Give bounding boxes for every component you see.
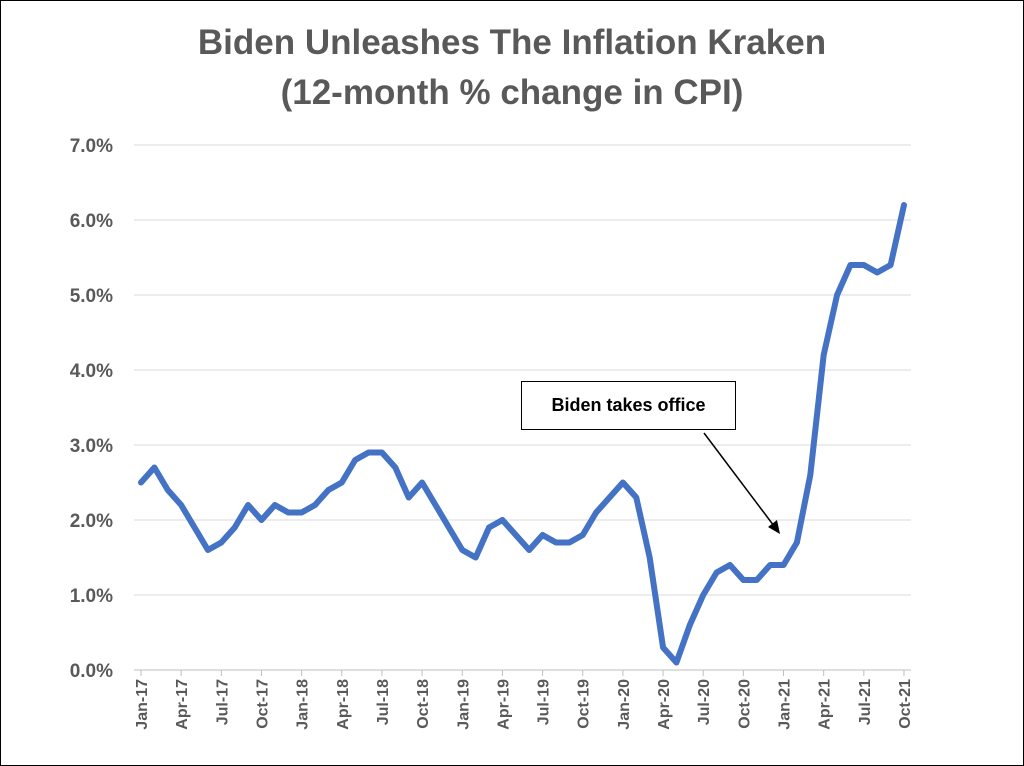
x-tick-label: Jan-21 (777, 679, 794, 730)
x-tick-label: Jul-18 (375, 679, 392, 725)
x-tick-label: Apr-19 (495, 679, 512, 730)
x-tick-label: Apr-17 (174, 679, 191, 730)
chart-title: Biden Unleashes The Inflation Kraken (197, 23, 827, 62)
x-tick-label: Oct-17 (254, 679, 271, 729)
annotation-arrow (703, 432, 775, 527)
x-tick-label: Oct-18 (415, 679, 432, 729)
y-tick-label: 3.0% (70, 436, 113, 457)
y-tick-label: 0.0% (70, 661, 113, 682)
x-tick-label: Apr-21 (817, 679, 834, 730)
x-tick-label: Jan-18 (295, 679, 312, 730)
y-tick-label: 4.0% (70, 361, 113, 382)
x-tick-label: Oct-19 (576, 679, 593, 729)
y-tick-label: 6.0% (70, 211, 113, 232)
x-tick-label: Jul-17 (214, 679, 231, 725)
x-tick-label: Jul-21 (857, 679, 874, 725)
chart-subtitle: (12-month % change in CPI) (280, 73, 744, 112)
x-tick-label: Jul-20 (696, 679, 713, 725)
y-tick-label: 1.0% (70, 586, 113, 607)
y-tick-label: 7.0% (70, 136, 113, 157)
x-tick-label: Oct-20 (736, 679, 753, 729)
x-tick-label: Apr-18 (335, 679, 352, 730)
x-tick-label: Oct-21 (897, 679, 914, 729)
x-tick-label: Jan-19 (455, 679, 472, 730)
x-tick-label: Jan-17 (134, 679, 151, 730)
cpi-line (138, 202, 907, 666)
annotation-box: Biden takes office (521, 381, 736, 430)
x-tick-label: Jul-19 (536, 679, 553, 725)
x-tick-label: Jan-20 (616, 679, 633, 730)
y-tick-label: 2.0% (70, 511, 113, 532)
x-tick-label: Apr-20 (656, 679, 673, 730)
arrowhead-icon (768, 520, 780, 534)
y-tick-label: 5.0% (70, 286, 113, 307)
